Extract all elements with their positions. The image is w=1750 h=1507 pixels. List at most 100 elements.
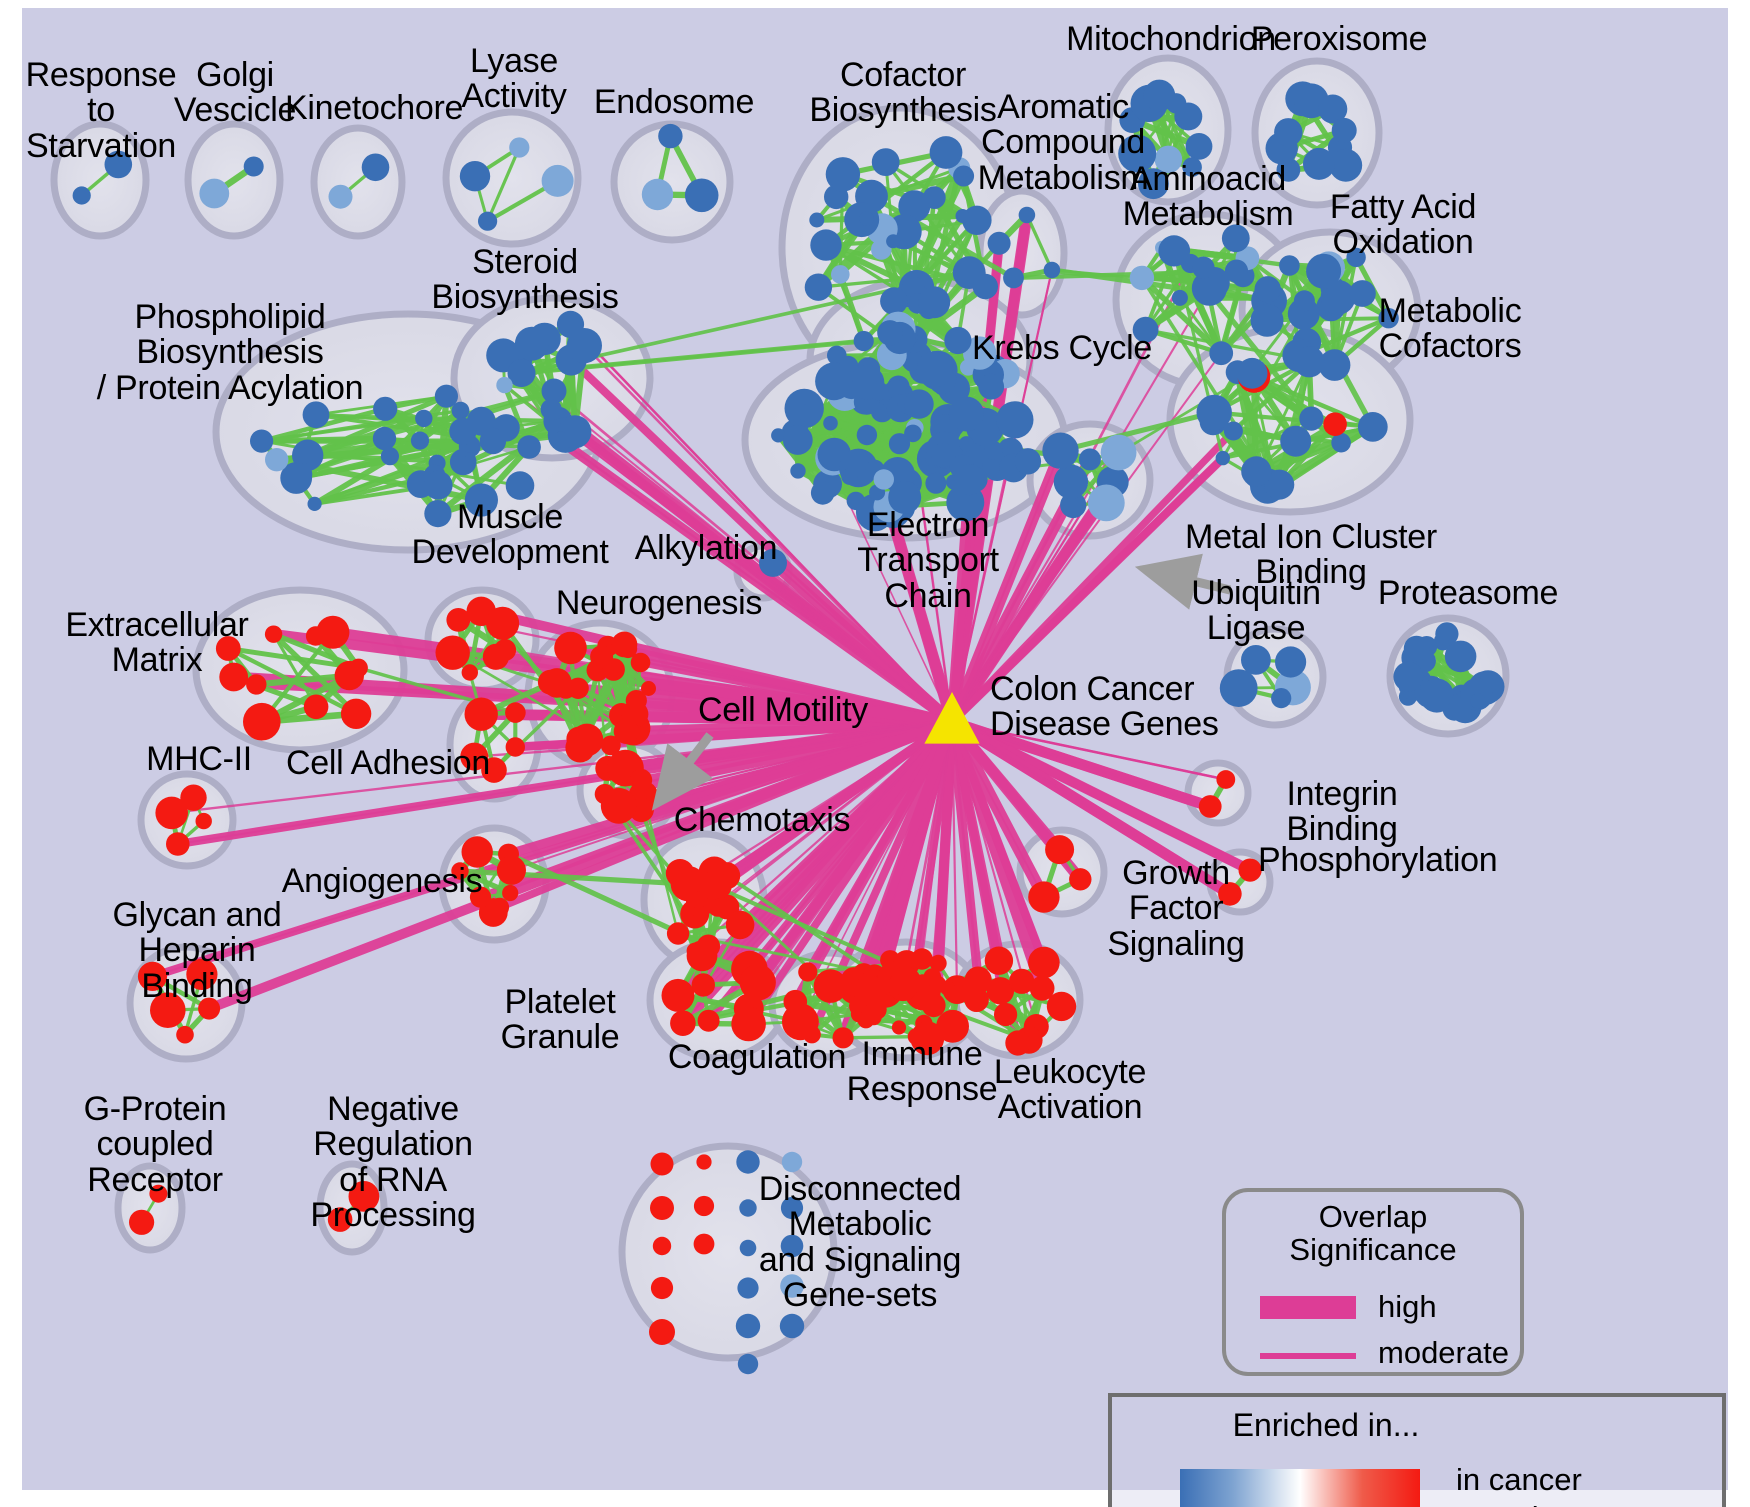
gene-set-node[interactable]: [1435, 622, 1459, 646]
gene-set-node[interactable]: [918, 286, 951, 319]
gene-set-node[interactable]: [963, 336, 997, 370]
gene-set-node[interactable]: [841, 468, 858, 485]
gene-set-node[interactable]: [888, 480, 922, 514]
gene-set-node[interactable]: [150, 992, 186, 1028]
gene-set-node[interactable]: [246, 674, 267, 695]
gene-set-node[interactable]: [198, 997, 221, 1020]
gene-set-node[interactable]: [514, 326, 549, 361]
gene-set-node[interactable]: [796, 404, 815, 422]
gene-set-node[interactable]: [1118, 134, 1157, 173]
gene-set-node[interactable]: [594, 783, 616, 805]
gene-set-node[interactable]: [1329, 148, 1363, 182]
gene-set-node[interactable]: [780, 1196, 804, 1220]
gene-set-node[interactable]: [1293, 346, 1325, 378]
gene-set-node[interactable]: [307, 496, 322, 511]
gene-set-node[interactable]: [551, 431, 571, 451]
gene-set-node[interactable]: [502, 884, 519, 902]
gene-set-node[interactable]: [496, 376, 513, 394]
gene-set-node[interactable]: [658, 123, 683, 149]
gene-set-node[interactable]: [1293, 290, 1315, 312]
gene-set-node[interactable]: [176, 1025, 194, 1044]
gene-set-node[interactable]: [566, 328, 603, 364]
gene-set-node[interactable]: [904, 389, 934, 419]
gene-set-node[interactable]: [725, 910, 755, 940]
gene-set-node[interactable]: [451, 862, 469, 880]
gene-set-node[interactable]: [859, 211, 874, 226]
gene-set-node[interactable]: [380, 447, 399, 466]
gene-set-node[interactable]: [686, 940, 718, 972]
gene-set-node[interactable]: [780, 1274, 804, 1298]
gene-set-node[interactable]: [1264, 469, 1295, 500]
gene-set-node[interactable]: [1331, 432, 1351, 453]
gene-set-node[interactable]: [264, 625, 283, 643]
gene-set-node[interactable]: [972, 273, 998, 300]
gene-set-node[interactable]: [250, 429, 274, 453]
gene-set-node[interactable]: [481, 757, 507, 783]
gene-set-node[interactable]: [1323, 412, 1347, 437]
gene-set-node[interactable]: [962, 205, 992, 235]
gene-set-node[interactable]: [459, 161, 491, 192]
gene-set-node[interactable]: [1318, 94, 1348, 124]
gene-set-node[interactable]: [129, 1209, 155, 1235]
gene-set-node[interactable]: [641, 681, 656, 696]
gene-set-node[interactable]: [871, 239, 892, 260]
gene-set-node[interactable]: [670, 1010, 696, 1036]
gene-set-node[interactable]: [303, 694, 329, 720]
gene-set-node[interactable]: [1018, 206, 1036, 224]
gene-set-node[interactable]: [316, 615, 350, 649]
gene-set-node[interactable]: [1224, 259, 1249, 283]
gene-set-node[interactable]: [1221, 224, 1250, 253]
gene-set-node[interactable]: [994, 1002, 1018, 1027]
gene-set-node[interactable]: [1158, 235, 1190, 267]
gene-set-node[interactable]: [954, 464, 985, 496]
gene-set-node[interactable]: [1320, 279, 1356, 315]
gene-set-node[interactable]: [415, 409, 433, 428]
gene-set-node[interactable]: [242, 702, 281, 741]
gene-set-node[interactable]: [1299, 406, 1324, 431]
gene-set-node[interactable]: [783, 989, 808, 1014]
gene-set-node[interactable]: [195, 812, 212, 830]
gene-set-node[interactable]: [496, 855, 526, 885]
gene-set-node[interactable]: [1100, 434, 1137, 471]
gene-set-node[interactable]: [649, 1319, 675, 1345]
gene-set-node[interactable]: [948, 396, 984, 432]
gene-set-node[interactable]: [922, 186, 946, 210]
gene-set-node[interactable]: [434, 384, 458, 408]
gene-set-node[interactable]: [1306, 253, 1342, 289]
gene-set-node[interactable]: [810, 229, 842, 261]
gene-set-node[interactable]: [1196, 394, 1232, 431]
gene-set-node[interactable]: [1087, 484, 1125, 522]
gene-set-node[interactable]: [790, 463, 806, 479]
gene-set-node[interactable]: [810, 481, 835, 505]
gene-set-node[interactable]: [809, 212, 825, 228]
gene-set-node[interactable]: [1129, 265, 1155, 291]
gene-set-node[interactable]: [825, 157, 861, 192]
gene-set-node[interactable]: [693, 1233, 715, 1255]
gene-set-node[interactable]: [423, 470, 453, 500]
gene-set-node[interactable]: [1078, 448, 1101, 471]
gene-set-node[interactable]: [554, 631, 587, 665]
gene-set-node[interactable]: [987, 231, 1011, 255]
gene-set-node[interactable]: [958, 436, 974, 452]
gene-set-node[interactable]: [517, 435, 541, 459]
gene-set-node[interactable]: [1241, 645, 1271, 675]
gene-set-node[interactable]: [1138, 168, 1169, 200]
gene-set-node[interactable]: [953, 165, 975, 187]
gene-set-node[interactable]: [1042, 432, 1079, 469]
gene-set-node[interactable]: [731, 1006, 766, 1042]
gene-set-node[interactable]: [1209, 341, 1234, 366]
gene-set-node[interactable]: [739, 1239, 757, 1257]
gene-set-node[interactable]: [696, 1154, 712, 1170]
gene-set-node[interactable]: [509, 137, 530, 158]
gene-set-node[interactable]: [613, 718, 639, 745]
gene-set-node[interactable]: [984, 440, 1003, 460]
gene-set-node[interactable]: [186, 958, 218, 991]
gene-set-node[interactable]: [1192, 256, 1215, 279]
gene-set-node[interactable]: [1280, 425, 1312, 457]
gene-set-node[interactable]: [537, 669, 563, 695]
gene-set-node[interactable]: [460, 742, 489, 771]
gene-set-node[interactable]: [823, 415, 838, 431]
gene-set-node[interactable]: [737, 1277, 759, 1299]
gene-set-node[interactable]: [629, 768, 653, 792]
gene-set-node[interactable]: [149, 1184, 168, 1203]
